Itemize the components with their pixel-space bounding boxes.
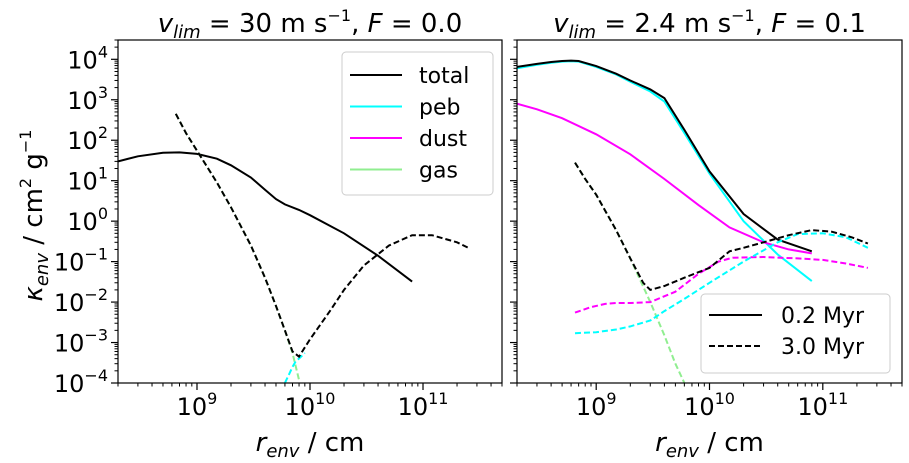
series-total-0-2-myr-line <box>517 59 813 253</box>
x-axis-label: renv / cm <box>256 428 365 462</box>
x-tick-label: 1011 <box>398 389 449 421</box>
left-panel: 109 1010 1011 10−4 10−3 10−2 10−1 100 101 102 103 1… <box>16 6 503 462</box>
series-total-3-0-myr-line <box>574 162 869 292</box>
legend-box <box>700 293 891 374</box>
x-tick-label: 1010 <box>684 389 735 421</box>
series-peb-3-0-myr-line <box>283 352 306 383</box>
right-panel: 109 1010 1011 vlim = 2.4 m s−1, F = 0.1 renv… <box>510 6 903 462</box>
legend: total peb dust gas <box>341 51 494 196</box>
legend-box <box>341 51 494 196</box>
legend-label: gas <box>419 159 458 184</box>
x-tick-label: 1011 <box>797 389 848 421</box>
x-tick-label: 1010 <box>285 389 336 421</box>
y-tick-label: 10−3 <box>54 326 108 358</box>
legend: 0.2 Myr 3.0 Myr <box>700 293 891 374</box>
legend-label: peb <box>419 96 460 121</box>
y-tick-label: 104 <box>67 42 108 74</box>
y-tick-label: 103 <box>67 83 108 115</box>
y-tick-label: 100 <box>67 204 108 236</box>
legend-label: 3.0 Myr <box>781 335 865 360</box>
series-peb-3-0-myr-line <box>574 232 869 335</box>
legend-label: total <box>419 64 469 89</box>
x-tick-label: 109 <box>177 389 218 421</box>
y-tick-label: 101 <box>67 164 108 196</box>
series-dust-3-0-myr-line <box>574 255 869 314</box>
y-axis-label: κenv / cm2 g−1 <box>16 130 53 302</box>
chart-title: vlim = 2.4 m s−1, F = 0.1 <box>553 6 866 43</box>
x-axis-label: renv / cm <box>655 428 764 462</box>
series-total-0-2-myr-line <box>118 151 413 283</box>
y-tick-label: 10−1 <box>54 245 108 277</box>
y-tick-label: 102 <box>67 123 108 155</box>
legend-label: 0.2 Myr <box>781 304 865 329</box>
series-total-3-0-myr-line <box>174 113 471 359</box>
x-tick-label: 109 <box>576 389 617 421</box>
series-peb-0-2-myr-line <box>517 60 813 282</box>
y-tick-label: 10−4 <box>54 366 108 398</box>
series-gas-3-0-myr-line <box>574 162 686 383</box>
y-tick-label: 10−2 <box>54 285 108 317</box>
legend-label: dust <box>419 127 467 152</box>
chart-title: vlim = 30 m s−1, F = 0.0 <box>158 6 463 43</box>
